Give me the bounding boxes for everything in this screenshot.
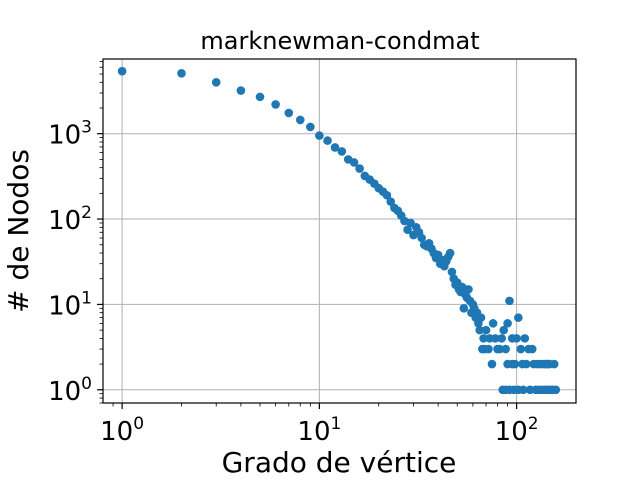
data-point [544,359,553,369]
data-point [306,122,315,132]
data-point [516,344,526,354]
data-point [505,296,514,306]
data-point [499,325,509,335]
data-point [481,325,491,335]
data-point [315,131,324,140]
data-point [177,68,186,78]
data-point [330,143,340,152]
data-point [337,147,347,156]
plot-area-frame [102,58,577,404]
data-point [382,190,392,200]
data-point [484,344,493,354]
data-points [117,66,561,395]
data-point [507,359,517,369]
y-tick-label: 102 [48,203,92,236]
data-point [447,267,457,277]
data-point [476,313,486,322]
y-tick-label: 100 [48,374,92,407]
y-tick-label: 103 [48,118,92,151]
data-point [445,248,455,258]
data-point [236,86,246,95]
data-point [503,319,512,328]
data-point [271,100,280,109]
data-point [255,92,265,102]
data-point [512,334,521,343]
data-point [497,334,506,343]
data-point [505,385,514,395]
data-point [479,334,488,343]
data-point [464,285,473,294]
data-point [520,334,530,343]
chart-title: marknewman-condmat [200,27,479,55]
data-point [386,197,396,206]
data-point [349,158,359,167]
y-tick-label: 101 [48,288,92,321]
grid-lines [103,59,576,403]
axis-ticks: 100 101 102 100 101 102 103 [48,61,539,447]
data-point [459,304,469,313]
data-point [355,164,364,173]
data-point [551,385,561,395]
data-point [491,334,500,343]
x-tick-label: 100 [100,414,144,447]
data-point [417,233,426,243]
data-point [487,359,497,369]
data-point [475,325,485,335]
data-point [284,108,294,118]
data-point [488,319,498,328]
x-tick-label: 102 [495,414,539,447]
data-point [295,115,305,125]
data-point [514,313,523,322]
data-point [522,359,531,369]
data-point [514,385,523,395]
data-point [117,66,127,76]
data-point [527,344,537,354]
data-point [211,78,221,87]
data-point [495,344,504,354]
data-point [501,344,510,354]
x-axis-label: Grado de vértice [222,446,457,479]
data-point [323,136,332,145]
y-axis-label: # de Nodos [2,149,35,313]
x-tick-label: 101 [297,414,341,447]
data-point [403,225,412,235]
